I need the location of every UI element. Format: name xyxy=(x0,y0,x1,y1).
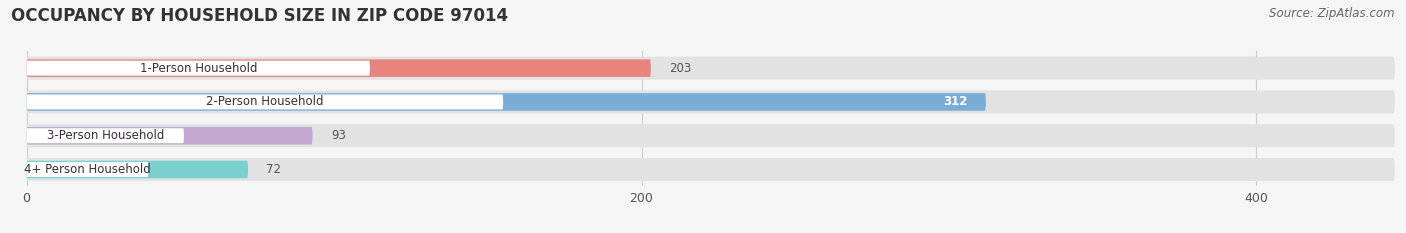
Text: 2-Person Household: 2-Person Household xyxy=(207,96,323,108)
Text: Source: ZipAtlas.com: Source: ZipAtlas.com xyxy=(1270,7,1395,20)
FancyBboxPatch shape xyxy=(27,128,184,143)
Text: OCCUPANCY BY HOUSEHOLD SIZE IN ZIP CODE 97014: OCCUPANCY BY HOUSEHOLD SIZE IN ZIP CODE … xyxy=(11,7,509,25)
Text: 203: 203 xyxy=(669,62,692,75)
FancyBboxPatch shape xyxy=(27,93,986,111)
Text: 1-Person Household: 1-Person Household xyxy=(139,62,257,75)
Text: 312: 312 xyxy=(943,96,967,108)
FancyBboxPatch shape xyxy=(27,61,370,76)
Text: 72: 72 xyxy=(266,163,281,176)
FancyBboxPatch shape xyxy=(27,59,651,77)
FancyBboxPatch shape xyxy=(27,161,247,178)
FancyBboxPatch shape xyxy=(27,127,312,144)
FancyBboxPatch shape xyxy=(27,158,1395,181)
FancyBboxPatch shape xyxy=(27,94,503,110)
FancyBboxPatch shape xyxy=(27,57,1395,80)
FancyBboxPatch shape xyxy=(27,162,149,177)
Text: 3-Person Household: 3-Person Household xyxy=(46,129,165,142)
Text: 4+ Person Household: 4+ Person Household xyxy=(24,163,150,176)
Text: 93: 93 xyxy=(330,129,346,142)
FancyBboxPatch shape xyxy=(27,124,1395,147)
FancyBboxPatch shape xyxy=(27,90,1395,113)
